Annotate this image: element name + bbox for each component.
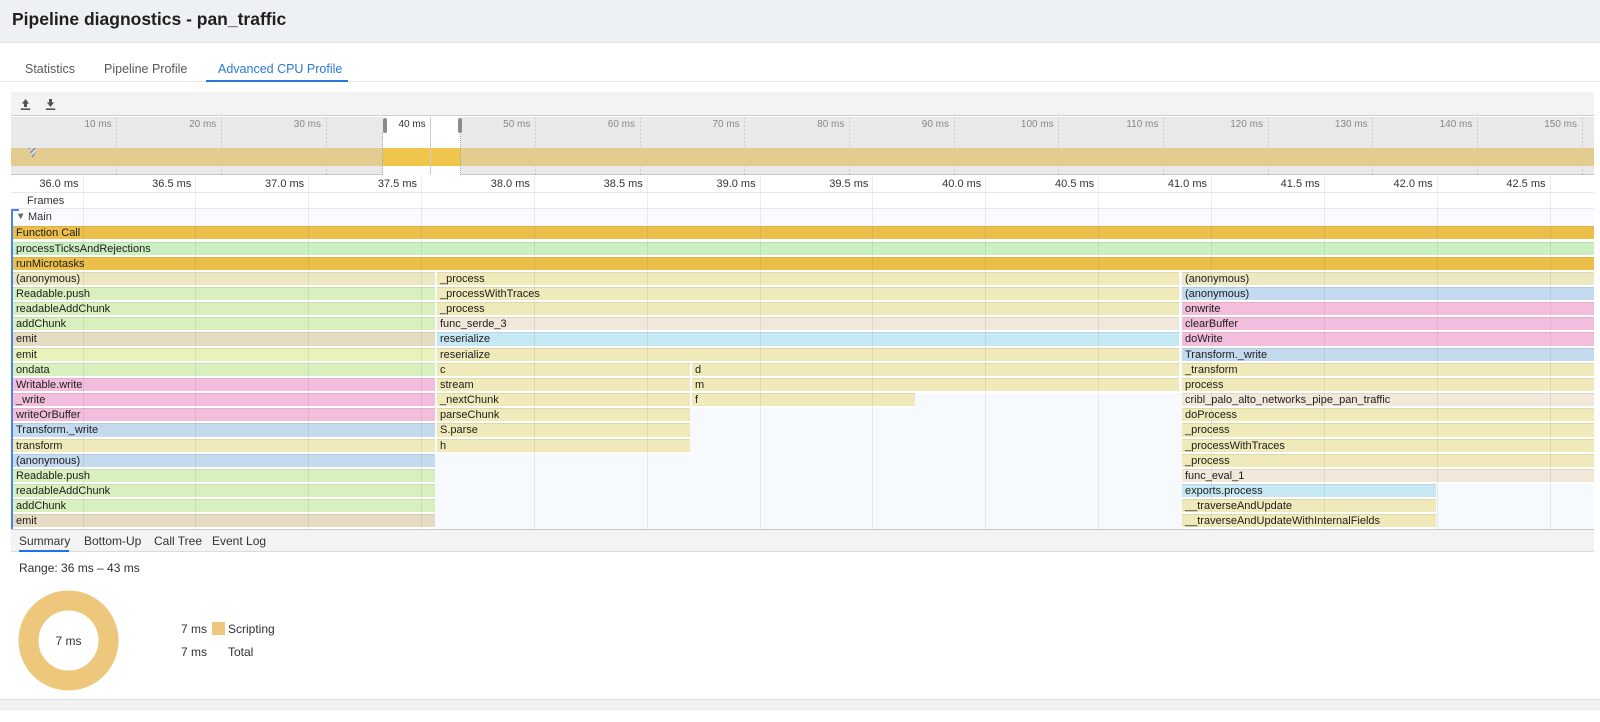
svg-text:7 ms: 7 ms (55, 634, 81, 648)
